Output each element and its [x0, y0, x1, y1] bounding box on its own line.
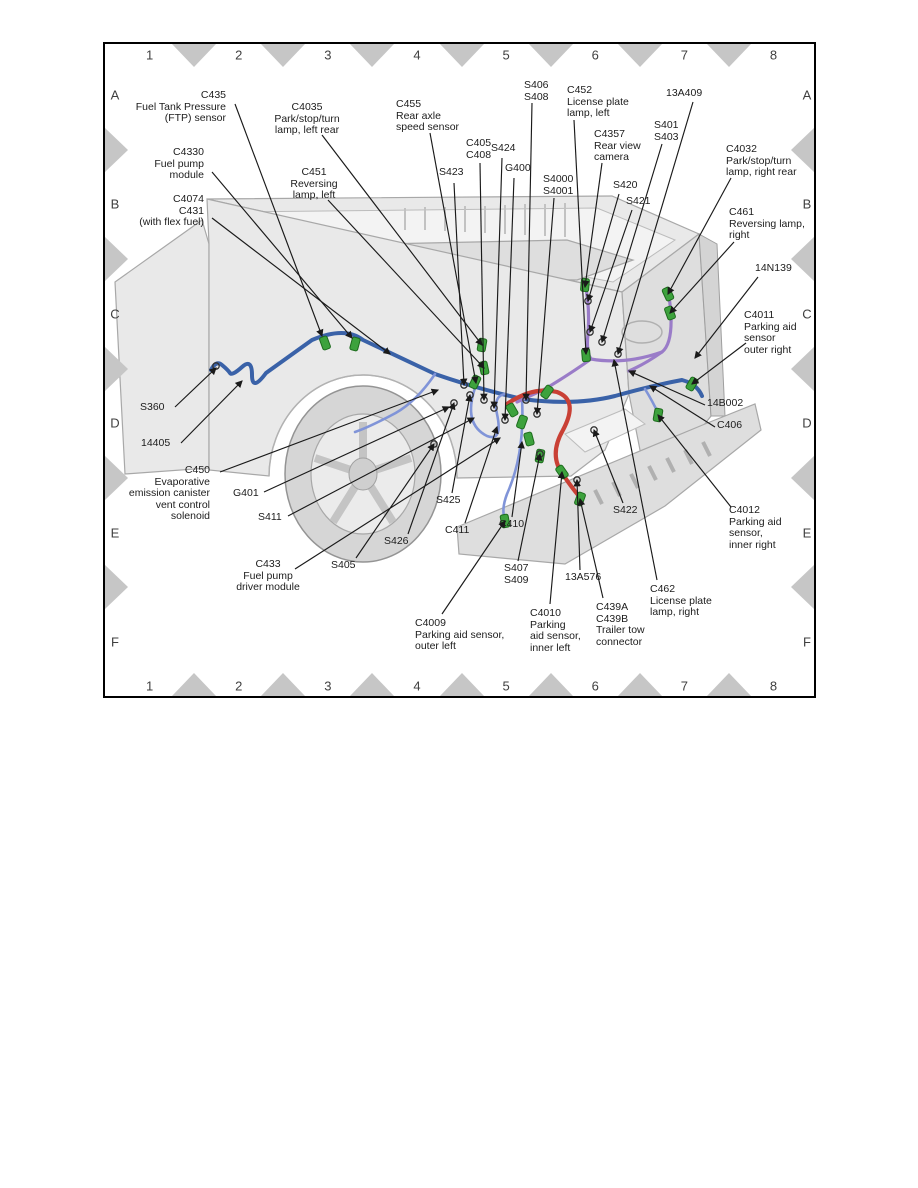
- leader-line-s360: [174, 367, 217, 408]
- harness-connector: [523, 431, 535, 447]
- leader-line-c462: [611, 358, 658, 581]
- leader-line-c450: [219, 388, 440, 473]
- diagram-graphics: [114, 101, 762, 615]
- leader-line-s406_s408: [522, 102, 533, 402]
- leader-line-s425: [451, 393, 473, 494]
- bumper-step-grooves: [593, 441, 712, 505]
- leader-line-c452: [573, 119, 590, 356]
- leader-line-c451: [327, 199, 485, 369]
- leader-line-s4000_s4001: [533, 197, 555, 416]
- leader-line-c4012: [657, 414, 732, 508]
- leader-line-c406: [649, 385, 716, 428]
- leader-line-c4357: [582, 162, 603, 289]
- truck-bed-rear-illustration: [114, 195, 762, 565]
- bed-wall-ribs: [404, 203, 566, 237]
- leader-line-c461: [669, 241, 735, 314]
- leader-line-c405_c408: [479, 162, 488, 402]
- harness-connector: [516, 414, 528, 430]
- leader-line-l13a409: [616, 101, 694, 356]
- leader-line-c435: [234, 103, 324, 338]
- leader-line-c4010: [549, 470, 566, 605]
- leader-line-l13a576: [573, 478, 581, 571]
- leader-line-s424: [490, 157, 503, 410]
- tailgate-handle: [621, 320, 663, 344]
- harness-connector: [540, 384, 554, 400]
- leader-line-g400: [501, 177, 515, 422]
- branch-purple-to-bumper: [627, 350, 664, 373]
- leader-line-c4035: [321, 134, 483, 346]
- branch-left-lightblue: [353, 372, 437, 434]
- leader-line-g401: [263, 406, 451, 493]
- leader-line-l14n139: [694, 276, 759, 359]
- leader-line-c455: [429, 132, 479, 385]
- diagram-frame: C435 Fuel Tank Pressure (FTP) sensor C4330 F…: [103, 42, 816, 698]
- leader-line-s405: [355, 443, 435, 559]
- leader-line-s420: [586, 193, 620, 303]
- hitch-recess: [564, 408, 646, 453]
- leader-line-c411: [464, 425, 499, 524]
- leader-line-s421: [588, 209, 633, 334]
- leader-lines-layer: [174, 101, 759, 615]
- leader-line-s426: [407, 401, 456, 535]
- leader-line-c4330: [211, 171, 353, 339]
- leader-line-c433: [294, 437, 501, 570]
- harness-main-blue: [209, 331, 704, 404]
- harness-connector: [349, 336, 361, 352]
- leader-line-s422: [592, 428, 624, 504]
- leader-line-s407_s409: [517, 452, 543, 562]
- leader-line-c410: [511, 440, 525, 518]
- rear-bumper: [456, 403, 762, 565]
- leader-line-c439ab: [577, 497, 604, 599]
- harness-connector: [505, 402, 519, 418]
- leader-line-c4074: [211, 217, 391, 355]
- leader-line-c4032: [667, 177, 732, 295]
- leader-line-l14b002: [627, 370, 706, 406]
- leader-line-l14405: [180, 380, 243, 444]
- front-panel: [114, 219, 210, 475]
- leader-line-s423: [453, 182, 468, 387]
- leader-line-c4009: [441, 520, 506, 615]
- leader-line-c4011: [691, 342, 747, 385]
- wheel-hub: [348, 457, 378, 491]
- leader-line-s401_s403: [600, 143, 663, 344]
